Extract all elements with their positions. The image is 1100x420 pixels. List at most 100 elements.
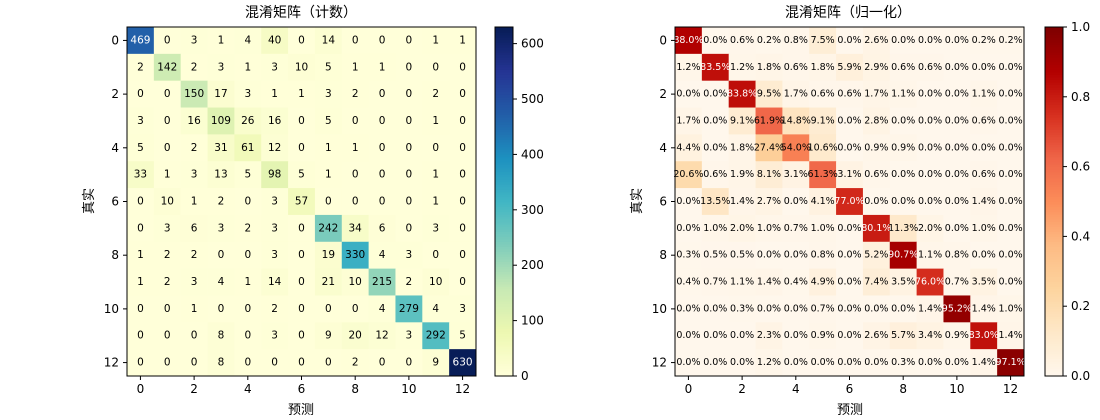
cell-value-label: 0 [298, 115, 305, 127]
heatmap-cell [449, 80, 477, 108]
heatmap-cell [207, 107, 235, 135]
heatmap-cell [836, 107, 864, 135]
colorbar-gradient-band [495, 316, 513, 320]
colorbar-gradient-band [495, 301, 513, 305]
heatmap-cell [916, 295, 944, 323]
heatmap-cell [153, 349, 182, 377]
cell-value-label: 1 [271, 88, 278, 100]
heatmap-cell [395, 161, 423, 189]
heatmap-cell [916, 214, 944, 243]
colorbar-gradient-band [495, 41, 513, 46]
heatmap-cell [970, 80, 998, 108]
colorbar-gradient-band [1045, 241, 1063, 245]
cell-value-label: 2.6% [864, 330, 888, 341]
colorbar-gradient-band [495, 36, 513, 41]
cell-value-label: 0 [352, 34, 359, 46]
colorbar-gradient-band [495, 39, 513, 43]
colorbar-gradient-band [1045, 61, 1063, 65]
cell-value-label: 57 [295, 196, 308, 208]
colorbar-gradient-band [495, 208, 513, 213]
heatmap-cell [422, 161, 450, 189]
cell-value-label: 0 [406, 196, 413, 208]
cell-value-label: 0.0% [784, 357, 808, 368]
colorbar-gradient-band [495, 151, 513, 155]
cell-value-label: 5 [137, 142, 144, 154]
cell-value-label: 0 [379, 196, 386, 208]
colorbar-tick-label: 200 [521, 258, 544, 272]
heatmap-cell [916, 27, 944, 55]
cell-value-label: 21 [322, 276, 335, 288]
heatmap-cell [422, 214, 450, 243]
heatmap-cell [916, 107, 944, 135]
cell-value-label: 1.0% [811, 223, 835, 234]
colorbar-gradient-band [495, 218, 513, 223]
colorbar-gradient-band [495, 121, 513, 125]
colorbar-gradient-band [1045, 144, 1063, 148]
cell-value-label: 12 [268, 142, 281, 154]
cell-value-label: 1.4% [730, 196, 754, 207]
heatmap-cell [997, 188, 1025, 216]
heatmap-cell [261, 188, 289, 216]
y-tick-label: 4 [659, 141, 667, 155]
cell-value-label: 9 [325, 330, 332, 342]
colorbar-gradient-band [495, 91, 513, 95]
cell-value-label: 150 [184, 88, 204, 100]
heatmap-cell [701, 214, 730, 243]
heatmap-cell [943, 214, 971, 243]
cell-value-label: 279 [399, 303, 419, 315]
heatmap-cell [836, 214, 864, 243]
colorbar-gradient-band [1045, 121, 1063, 125]
heatmap-cell [261, 295, 289, 323]
heatmap-cell [153, 80, 182, 108]
heatmap-cell [701, 322, 730, 350]
colorbar-gradient-band [495, 293, 513, 297]
cell-value-label: 1 [432, 115, 439, 127]
cell-value-label: 0.7% [784, 223, 808, 234]
colorbar-gradient-band [1045, 44, 1063, 48]
heatmap-cell [314, 241, 343, 270]
heatmap-cell [449, 161, 477, 189]
cell-value-label: 1 [191, 196, 198, 208]
heatmap-cell [755, 53, 783, 82]
cell-value-label: 0.0% [918, 89, 942, 100]
colorbar-gradient-band [1045, 199, 1063, 203]
cell-value-label: 0 [137, 303, 144, 315]
colorbar-gradient-band [495, 328, 513, 332]
cell-value-label: 14 [322, 34, 336, 46]
heatmap-cell [782, 80, 810, 108]
cell-value-label: 0.0% [837, 303, 861, 314]
cell-value-label: 0.0% [730, 357, 754, 368]
colorbar-gradient-band [495, 348, 513, 352]
cell-value-label: 0 [352, 115, 359, 127]
colorbar-gradient-band [1045, 46, 1063, 51]
heatmap-cell [809, 349, 837, 377]
heatmap-cell [449, 349, 477, 377]
heatmap-cell [728, 134, 756, 162]
cell-value-label: 80.1% [861, 223, 891, 234]
colorbar-gradient-band [495, 291, 513, 295]
cell-value-label: 1.4% [972, 303, 996, 314]
cell-value-label: 0.0% [999, 196, 1023, 207]
colorbar-gradient-band [1045, 271, 1063, 275]
heatmap-cell [153, 53, 182, 82]
heatmap-cell [395, 214, 423, 243]
colorbar-gradient-band [1045, 114, 1063, 118]
colorbar-gradient-band [495, 238, 513, 242]
heatmap-cell [862, 107, 891, 135]
heatmap-cell [809, 161, 837, 189]
colorbar-gradient-band [1045, 161, 1063, 165]
colorbar-gradient-band [495, 228, 513, 233]
heatmap-cell [755, 241, 783, 270]
cell-value-label: 3.5% [972, 277, 996, 288]
cell-value-label: 242 [318, 222, 338, 234]
heatmap-cell [341, 295, 370, 323]
cell-value-label: 0 [244, 249, 251, 261]
heatmap-cell [341, 134, 370, 162]
heatmap-cell [701, 295, 730, 323]
heatmap-cell [889, 53, 918, 82]
cell-value-label: 2 [164, 276, 171, 288]
colorbar-gradient-band [1045, 363, 1063, 367]
colorbar-gradient-band [1045, 141, 1063, 145]
colorbar-gradient-band [1045, 306, 1063, 310]
colorbar-gradient-band [495, 61, 513, 65]
